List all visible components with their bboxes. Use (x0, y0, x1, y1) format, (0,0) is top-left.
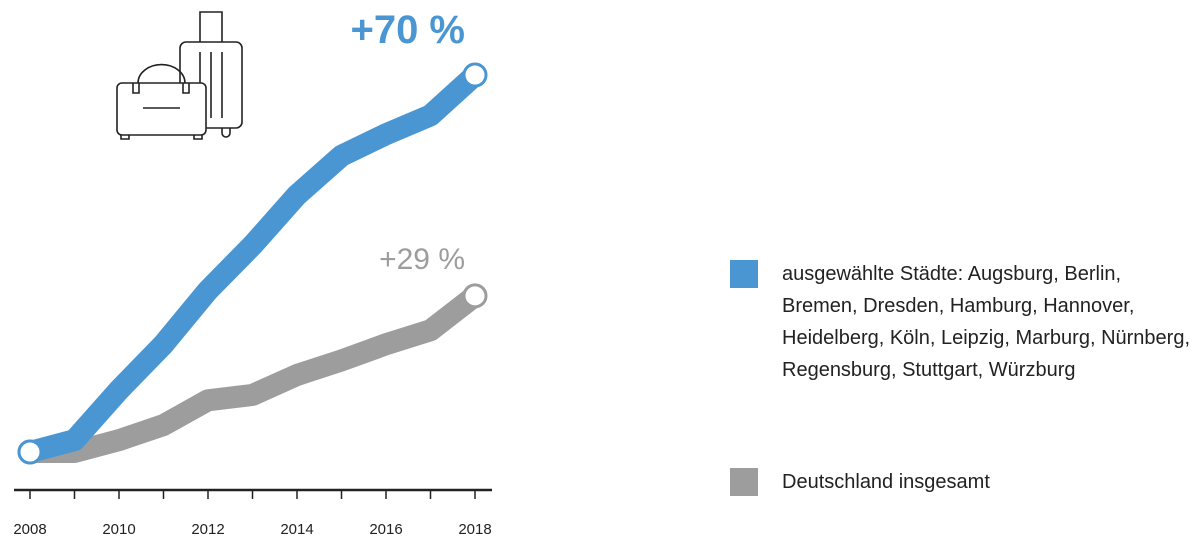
x-tick-label: 2014 (280, 521, 313, 538)
x-tick-label: 2008 (13, 521, 46, 538)
end-point (462, 62, 488, 88)
x-tick-label: 2010 (102, 521, 135, 538)
legend-label: Deutschland insgesamt (782, 471, 990, 493)
x-tick-label: 2018 (458, 521, 491, 538)
legend-swatch (730, 468, 758, 496)
x-tick-label: 2012 (191, 521, 224, 538)
x-tick-label: 2016 (369, 521, 402, 538)
legend-swatch (730, 260, 758, 288)
series-line (27, 66, 483, 463)
legend-label: ausgewählte Städte: Augsburg, Berlin, Br… (782, 263, 1190, 381)
legend-item: ausgewählte Städte: Augsburg, Berlin, Br… (730, 258, 1200, 386)
suitcase-icon (116, 11, 243, 140)
legend-item: Deutschland insgesamt (730, 466, 1200, 498)
end-label: +70 % (350, 8, 465, 52)
series-line (30, 287, 482, 463)
end-point (462, 283, 488, 309)
end-point (17, 439, 43, 465)
end-label: +29 % (379, 243, 465, 276)
